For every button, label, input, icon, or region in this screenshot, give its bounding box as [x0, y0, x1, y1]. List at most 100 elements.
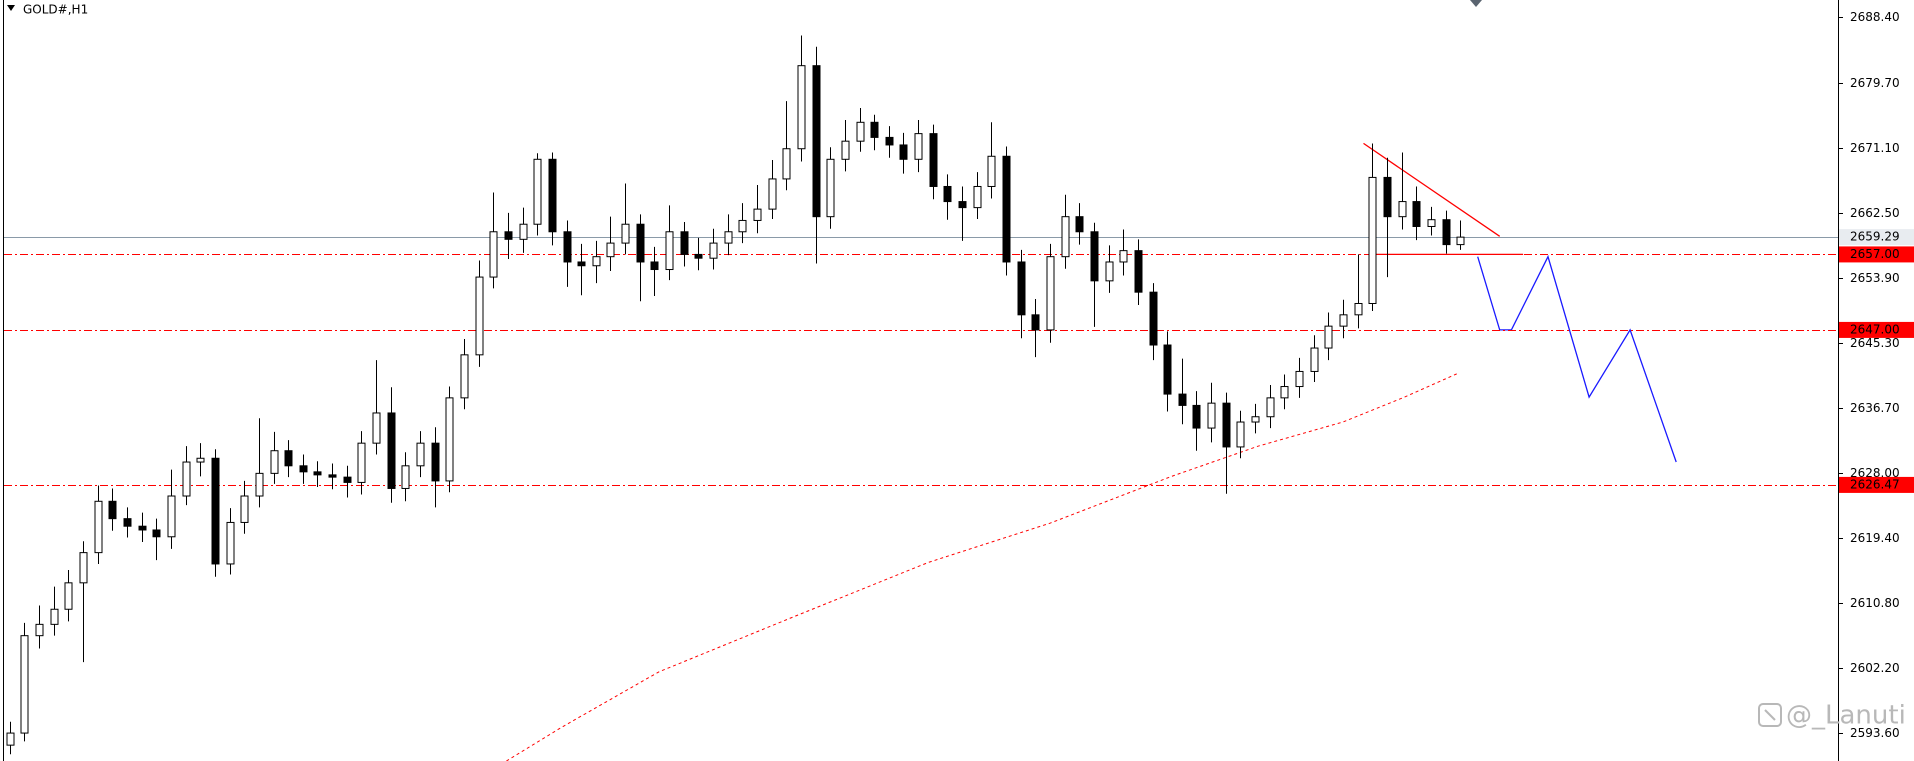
candle-body	[1398, 201, 1407, 218]
candle-body	[1119, 250, 1128, 263]
y-tick-label: 2653.90	[1850, 271, 1900, 285]
current-price-label: 2659.29	[1850, 230, 1900, 244]
candle-body	[768, 178, 777, 210]
candle-body	[753, 208, 762, 221]
candle-body	[1412, 201, 1421, 227]
candle-body	[606, 242, 615, 258]
candle-body	[973, 185, 982, 209]
candle-body	[636, 223, 645, 263]
candle-body	[182, 461, 191, 497]
current-price-label-box	[1839, 229, 1914, 246]
candle-body	[1456, 236, 1465, 246]
candle-body	[1075, 216, 1084, 233]
candle-body	[343, 476, 352, 483]
level-label-box	[1839, 321, 1914, 338]
candle-body	[6, 732, 15, 746]
candle-body	[563, 231, 572, 263]
candle-body	[1090, 231, 1099, 282]
candle-body	[1427, 219, 1436, 227]
candle-body	[460, 354, 469, 399]
candle-body	[1354, 302, 1363, 316]
candle-body	[958, 201, 967, 209]
candle-body	[138, 525, 147, 531]
candle-body	[812, 65, 821, 218]
level-label-box	[1839, 246, 1914, 263]
candle-body	[20, 635, 29, 734]
candle-body	[108, 500, 117, 520]
y-tick-label: 2679.70	[1850, 76, 1900, 90]
candle-body	[709, 242, 718, 259]
candle-body	[1046, 256, 1055, 331]
y-tick-label: 2593.60	[1850, 726, 1900, 740]
candle-body	[782, 148, 791, 180]
y-tick-label: 2602.20	[1850, 661, 1900, 675]
candle-body	[650, 261, 659, 271]
candle-body	[680, 231, 689, 255]
candle-body	[35, 623, 44, 637]
candle-body	[431, 442, 440, 482]
candle-body	[870, 121, 879, 138]
level-label: 2626.47	[1850, 477, 1900, 491]
candle-body	[284, 450, 293, 467]
candle-body	[1324, 325, 1333, 349]
candle-body	[64, 582, 73, 610]
candle-body	[211, 457, 220, 565]
candle-body	[1383, 176, 1392, 218]
y-tick-label: 2619.40	[1850, 531, 1900, 545]
candle-body	[226, 521, 235, 565]
y-tick-label: 2636.70	[1850, 401, 1900, 415]
candle-body	[1368, 176, 1377, 304]
candle-body	[1266, 397, 1275, 418]
candle-body	[797, 65, 806, 150]
candle-body	[1031, 314, 1040, 331]
candle-body	[1192, 404, 1201, 429]
watermark: @_Lanuti	[1786, 701, 1906, 731]
candle-body	[1339, 314, 1348, 327]
candle-body	[1295, 370, 1304, 388]
candle-body	[152, 529, 161, 538]
candle-body	[665, 231, 674, 271]
candle-body	[724, 231, 733, 244]
candle-body	[929, 133, 938, 187]
candle-body	[1149, 291, 1158, 346]
chart-title: GOLD#,H1	[23, 3, 88, 17]
candles	[6, 35, 1465, 755]
candle-body	[548, 158, 557, 233]
candle-body	[1442, 219, 1451, 246]
candle-body	[167, 495, 176, 538]
overlay-line	[1363, 142, 1501, 237]
y-tick-label: 2610.80	[1850, 596, 1900, 610]
shift-marker	[1470, 0, 1482, 7]
candle-body	[94, 500, 103, 554]
candle-body	[372, 412, 381, 444]
candle-body	[1236, 421, 1245, 448]
candle-body	[387, 412, 396, 489]
candle-body	[1280, 386, 1289, 399]
candle-body	[401, 465, 410, 489]
candle-body	[841, 140, 850, 160]
candle-body	[943, 185, 952, 203]
candle-body	[592, 256, 601, 267]
candle-body	[357, 442, 366, 483]
candle-body	[899, 144, 908, 160]
candle-body	[489, 231, 498, 278]
y-tick-label: 2688.40	[1850, 10, 1900, 24]
candle-body	[1310, 347, 1319, 372]
level-label: 2647.00	[1850, 322, 1900, 336]
candle-body	[987, 155, 996, 187]
candle-body	[123, 518, 132, 527]
candle-body	[328, 474, 337, 478]
candle-body	[1002, 155, 1011, 263]
candle-body	[1163, 344, 1172, 395]
candle-body	[885, 136, 894, 146]
candle-body	[826, 158, 835, 218]
y-tick-label: 2645.30	[1850, 336, 1900, 350]
level-label: 2657.00	[1850, 247, 1900, 261]
candle-body	[79, 552, 88, 584]
candle-body	[914, 133, 923, 160]
level-label-box	[1839, 476, 1914, 493]
y-tick-label: 2628.00	[1850, 466, 1900, 480]
candle-body	[1134, 250, 1143, 293]
menu-arrow[interactable]	[7, 5, 15, 11]
y-tick-label: 2662.50	[1850, 206, 1900, 220]
